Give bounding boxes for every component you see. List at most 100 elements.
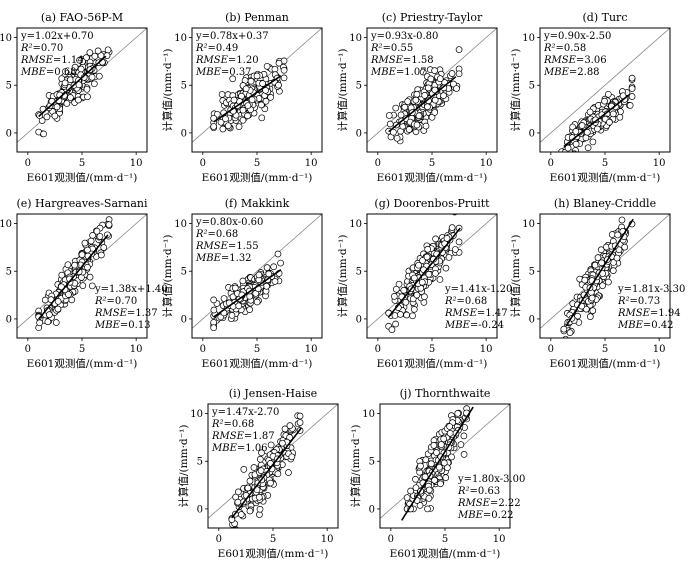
y-tick-label: 0 <box>181 314 187 325</box>
data-point <box>53 103 61 111</box>
stat-value: 0.68 <box>465 296 487 307</box>
stat-eq: y=1.81x-3.30 <box>617 284 685 295</box>
data-point <box>40 130 47 138</box>
y-tick-label: 10 <box>174 219 187 230</box>
data-point <box>393 134 401 142</box>
y-tick-label: 10 <box>190 409 203 420</box>
stat-eq: y=1.41x-1.20 <box>444 284 512 295</box>
stat-rmse: RMSE=1.20 <box>195 55 259 66</box>
data-point <box>404 98 412 105</box>
x-tick-label: 10 <box>653 158 666 169</box>
data-point <box>586 108 594 116</box>
data-point <box>460 451 468 458</box>
data-point <box>79 282 87 289</box>
stat-mbe: MBE=1.07 <box>370 67 427 78</box>
data-point <box>584 144 592 152</box>
y-tick-label: 5 <box>356 81 362 92</box>
data-point <box>628 93 636 100</box>
data-point <box>385 112 393 119</box>
data-point <box>41 296 49 304</box>
data-point <box>392 104 400 112</box>
data-point <box>586 313 594 320</box>
data-point <box>256 455 264 463</box>
panel-title: (i) Jensen-Haise <box>229 387 317 400</box>
data-point <box>457 441 465 448</box>
stat-rmse: RMSE=1.14 <box>20 55 84 66</box>
data-point <box>400 286 408 294</box>
stat-label: MBE= <box>543 67 577 78</box>
x-axis-label: E601观测值/(mm·d⁻¹) <box>27 357 138 370</box>
stat-value: 1.20 <box>236 55 258 66</box>
stat-value: 1.94 <box>658 308 680 319</box>
stat-eq: y=1.38x+1.40 <box>94 284 168 295</box>
data-point <box>605 278 612 286</box>
stat-r2: R²=0.73 <box>617 296 660 307</box>
x-tick-label: 0 <box>548 158 554 169</box>
data-point <box>609 267 617 274</box>
y-tick-label: 5 <box>181 81 187 92</box>
data-point <box>424 505 431 513</box>
x-tick-label: 5 <box>602 344 608 355</box>
data-point <box>62 68 69 75</box>
panel-c: (c) Priestry-Taylor 0 5 10 0 5 10 E601观测值/(mm·d… <box>336 11 498 184</box>
data-point <box>413 291 421 299</box>
data-point <box>229 75 237 83</box>
data-point <box>407 487 414 495</box>
stat-value: 1.58 <box>411 55 433 66</box>
stat-label: R²= <box>195 43 216 54</box>
data-point <box>218 91 226 98</box>
data-point <box>392 285 400 293</box>
y-tick-label: 0 <box>529 128 535 139</box>
stat-value: 0.42 <box>651 320 673 331</box>
stat-mbe: MBE=1.32 <box>195 253 252 264</box>
data-point <box>409 312 416 320</box>
x-tick-label: 5 <box>602 158 608 169</box>
data-point <box>222 115 229 123</box>
data-point <box>431 476 438 484</box>
y-tick-label: 5 <box>197 457 203 468</box>
data-point <box>405 126 413 133</box>
data-point <box>430 442 438 449</box>
stat-label: R²= <box>617 296 638 307</box>
x-tick-label: 10 <box>130 344 143 355</box>
stat-label: RMSE= <box>195 241 236 252</box>
stat-value: 1.55 <box>236 241 258 252</box>
regression-line <box>400 406 474 521</box>
data-point <box>583 128 591 136</box>
x-tick-label: 5 <box>254 158 260 169</box>
stat-label: RMSE= <box>457 498 498 509</box>
data-point <box>244 102 252 110</box>
stat-value: 2.22 <box>498 498 520 509</box>
data-point <box>52 319 60 326</box>
data-point <box>569 123 577 131</box>
data-point <box>83 85 91 93</box>
panel-f: (f) Makkink 0 5 10 0 5 10 E601观测值/(mm·d⁻¹) 计算值/(… <box>161 197 323 370</box>
data-point <box>412 96 420 104</box>
x-tick-label: 5 <box>429 344 435 355</box>
x-axis-label: E601观测值/(mm·d⁻¹) <box>550 357 661 370</box>
data-point <box>443 235 451 242</box>
stat-rmse: RMSE=2.22 <box>457 498 521 509</box>
data-point <box>256 505 264 513</box>
data-point <box>274 250 282 258</box>
data-point <box>275 81 282 89</box>
data-point <box>248 96 256 104</box>
stat-eq: y=0.93x-0.80 <box>370 31 438 42</box>
y-tick-label: 0 <box>6 314 12 325</box>
data-point <box>210 306 218 314</box>
y-tick-label: 10 <box>362 409 375 420</box>
data-point <box>421 92 429 99</box>
data-point <box>594 254 602 261</box>
data-point <box>424 103 431 111</box>
data-point <box>427 460 435 468</box>
y-axis-label: 计算值/(mm·d⁻¹) <box>336 235 349 318</box>
x-tick-label: 5 <box>79 158 85 169</box>
data-point <box>413 121 421 129</box>
data-point <box>613 254 621 262</box>
data-point <box>93 227 101 235</box>
data-point <box>219 125 227 133</box>
data-point <box>247 77 255 85</box>
stat-value: 1.06 <box>245 443 267 454</box>
data-point <box>628 85 636 92</box>
x-tick-label: 10 <box>305 158 318 169</box>
